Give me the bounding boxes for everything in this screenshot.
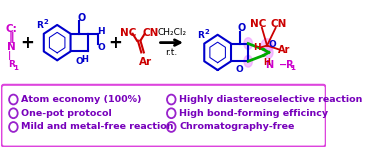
Text: H: H <box>97 27 104 36</box>
FancyBboxPatch shape <box>2 85 326 147</box>
Text: O: O <box>236 65 243 74</box>
Text: 2: 2 <box>43 19 48 25</box>
Text: CN: CN <box>271 19 287 29</box>
Circle shape <box>9 108 18 118</box>
Circle shape <box>167 95 176 104</box>
Text: O: O <box>75 57 83 66</box>
Text: NC: NC <box>120 28 136 38</box>
Text: +: + <box>20 34 34 52</box>
Text: CH₂Cl₂: CH₂Cl₂ <box>157 28 186 37</box>
Text: ‖: ‖ <box>9 32 14 43</box>
Text: Atom economy (100%): Atom economy (100%) <box>21 95 142 104</box>
Text: O: O <box>98 43 105 52</box>
Text: H: H <box>253 43 260 52</box>
Text: O: O <box>268 40 276 49</box>
Text: CN: CN <box>143 28 159 38</box>
Ellipse shape <box>261 39 273 52</box>
Text: 2: 2 <box>204 29 209 35</box>
Text: 1: 1 <box>290 65 295 71</box>
Text: 1: 1 <box>14 65 19 71</box>
Text: N: N <box>265 60 273 70</box>
Ellipse shape <box>244 38 253 49</box>
Text: NC: NC <box>250 19 266 29</box>
Ellipse shape <box>244 55 253 67</box>
Text: |: | <box>8 51 12 60</box>
Text: Ar: Ar <box>278 45 290 56</box>
Circle shape <box>167 108 176 118</box>
Text: C:: C: <box>6 24 17 34</box>
Text: +: + <box>108 34 122 52</box>
Text: O: O <box>77 13 86 23</box>
Text: r.t.: r.t. <box>166 48 178 57</box>
Text: −R: −R <box>279 60 295 70</box>
Text: H: H <box>82 55 88 64</box>
Text: Chromatography-free: Chromatography-free <box>179 123 294 131</box>
Text: Highly diastereoselective reaction: Highly diastereoselective reaction <box>179 95 363 104</box>
Text: O: O <box>237 23 245 33</box>
Text: N: N <box>7 42 16 52</box>
Text: R: R <box>197 31 204 40</box>
Circle shape <box>167 122 176 132</box>
Text: Ar: Ar <box>139 57 152 67</box>
Circle shape <box>9 122 18 132</box>
Text: High bond-forming efficincy: High bond-forming efficincy <box>179 109 328 118</box>
Ellipse shape <box>265 46 273 58</box>
Text: R: R <box>37 21 43 30</box>
Circle shape <box>9 95 18 104</box>
Text: R: R <box>8 60 15 69</box>
Text: Mild and metal-free reaction: Mild and metal-free reaction <box>21 123 174 131</box>
Text: H: H <box>263 58 270 67</box>
Text: One-pot protocol: One-pot protocol <box>21 109 112 118</box>
